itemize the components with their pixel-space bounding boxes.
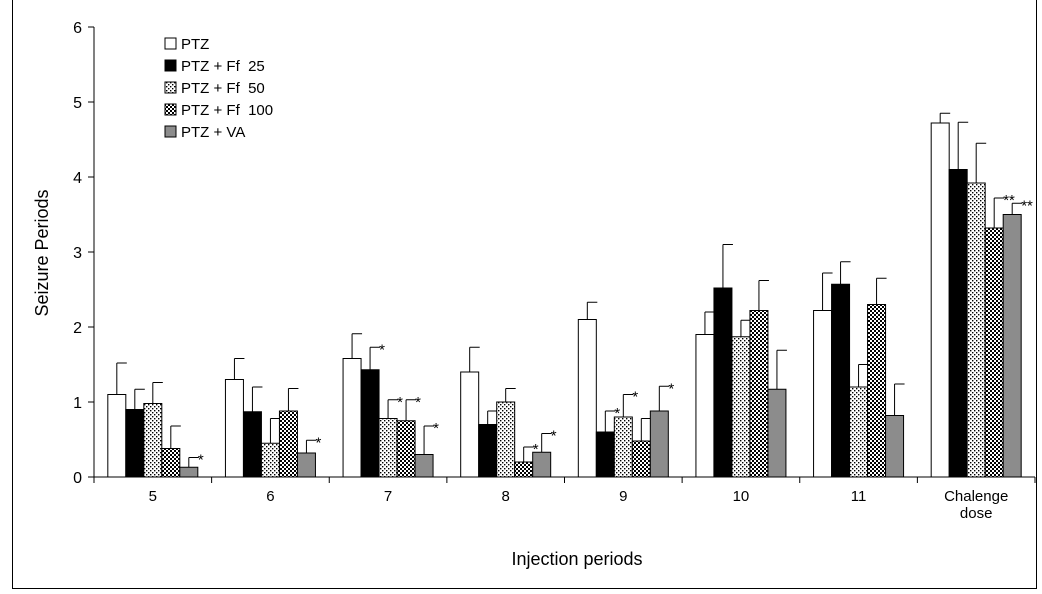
x-tick-label: Chalenge dose	[944, 488, 1008, 522]
x-tick-label: 10	[733, 488, 750, 505]
bar	[243, 412, 261, 477]
bar	[750, 311, 768, 478]
bar	[397, 421, 415, 477]
bar	[361, 370, 379, 477]
significance-marker: *	[415, 394, 421, 411]
y-tick-label: 1	[73, 395, 82, 412]
significance-marker: *	[551, 428, 557, 445]
legend-swatch	[165, 126, 176, 137]
legend-label: PTZ + Ff 50	[181, 80, 265, 97]
legend-label: PTZ + VA	[181, 124, 245, 141]
bar	[578, 320, 596, 478]
bar	[180, 467, 198, 477]
significance-marker: **	[1021, 197, 1033, 214]
bar	[533, 452, 551, 477]
significance-marker: *	[668, 380, 674, 397]
bar	[814, 311, 832, 478]
bar	[162, 449, 180, 478]
bar	[297, 453, 315, 477]
bar	[650, 411, 668, 477]
significance-marker: *	[397, 394, 403, 411]
legend-label: PTZ + Ff 100	[181, 102, 273, 119]
significance-marker: *	[433, 420, 439, 437]
bar	[768, 389, 786, 477]
y-axis-label: Seizure Periods	[32, 189, 52, 316]
significance-marker: *	[198, 452, 204, 469]
x-tick-label: 5	[149, 488, 157, 505]
x-axis-label: Injection periods	[511, 549, 642, 569]
legend: PTZ PTZ + Ff 25 PTZ + Ff 50 PTZ + Ff 100 PTZ…	[165, 36, 273, 141]
legend-label: PTZ + Ff 25	[181, 58, 265, 75]
significance-marker: *	[632, 389, 638, 406]
bar	[732, 337, 750, 477]
x-tick-label: 11	[851, 488, 867, 505]
legend-label: PTZ	[181, 36, 209, 53]
bar	[949, 170, 967, 478]
bar	[614, 417, 632, 477]
legend-swatch	[165, 60, 176, 71]
bar	[1003, 215, 1021, 478]
x-tick-label: 9	[619, 488, 627, 505]
bar	[868, 305, 886, 478]
legend-swatch	[165, 38, 176, 49]
bar	[461, 372, 479, 477]
x-tick-label: 7	[384, 488, 392, 505]
bar	[261, 443, 279, 477]
bar	[985, 228, 1003, 477]
bar	[479, 425, 497, 478]
y-tick-label: 6	[73, 20, 82, 37]
x-tick-label: 6	[266, 488, 274, 505]
x-tick-label: 8	[502, 488, 510, 505]
significance-marker: *	[315, 434, 321, 451]
bar	[279, 411, 297, 477]
bar	[632, 441, 650, 477]
bar	[126, 410, 144, 478]
significance-marker: **	[1003, 192, 1015, 209]
bar	[108, 395, 126, 478]
bar	[967, 183, 985, 477]
bar	[714, 288, 732, 477]
bar	[497, 402, 515, 477]
y-tick-label: 2	[73, 320, 82, 337]
y-tick-label: 0	[73, 470, 82, 487]
bar	[225, 380, 243, 478]
y-tick-label: 4	[73, 170, 82, 187]
legend-swatch	[165, 104, 176, 115]
bar	[343, 359, 361, 478]
significance-marker: *	[379, 341, 385, 358]
y-tick-label: 3	[73, 245, 82, 262]
bar	[886, 416, 904, 478]
bar	[696, 335, 714, 478]
bar	[144, 404, 162, 478]
bar	[596, 432, 614, 477]
bar	[832, 284, 850, 477]
legend-swatch	[165, 82, 176, 93]
bar	[515, 462, 533, 477]
bar	[931, 123, 949, 477]
y-tick-label: 5	[73, 95, 82, 112]
bar	[415, 455, 433, 478]
bar	[850, 387, 868, 477]
bar	[379, 419, 397, 478]
